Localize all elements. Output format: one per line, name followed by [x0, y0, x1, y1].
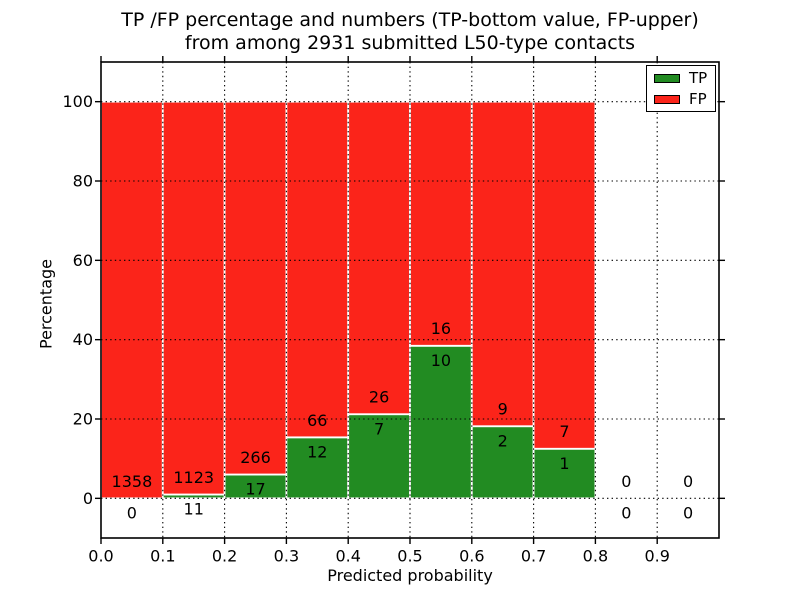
- fp-bar-segment: [161, 100, 226, 496]
- fp-bar-segment: [409, 100, 473, 347]
- x-axis-label: Predicted probability: [327, 566, 493, 585]
- legend-item-tp: TP: [647, 69, 715, 87]
- x-tick-label: 0.4: [335, 547, 360, 566]
- y-tick-label: 0: [83, 489, 93, 508]
- legend-label-tp: TP: [689, 69, 708, 87]
- legend-item-fp: FP: [647, 90, 715, 108]
- x-tick-label: 0.2: [212, 547, 237, 566]
- tp-count-label: 7: [374, 419, 384, 438]
- tp-count-label: 10: [431, 351, 451, 370]
- fp-count-label: 7: [559, 422, 569, 441]
- chart-title-line2: from among 2931 submitted L50-type conta…: [184, 32, 636, 54]
- fp-count-label: 66: [307, 411, 327, 430]
- fp-count-label: 0: [683, 472, 693, 491]
- y-tick-label: 100: [62, 92, 93, 111]
- x-tick-label: 0.1: [150, 547, 175, 566]
- tp-count-label: 12: [307, 443, 327, 462]
- fp-count-label: 9: [498, 400, 508, 419]
- x-tick-label: 0.3: [274, 547, 299, 566]
- tp-count-label: 1: [559, 454, 569, 473]
- fp-color-swatch: [654, 94, 680, 104]
- fp-bar-segment: [347, 100, 411, 416]
- fp-count-label: 1123: [173, 468, 214, 487]
- tp-count-label: 0: [683, 504, 693, 523]
- fp-bar-segment: [532, 100, 597, 450]
- y-tick-label: 60: [73, 251, 93, 270]
- chart-title-line1: TP /FP percentage and numbers (TP-bottom…: [121, 9, 699, 31]
- x-tick-label: 0.6: [459, 547, 484, 566]
- y-tick-label: 20: [73, 410, 93, 429]
- x-tick-label: 0.0: [88, 547, 113, 566]
- tp-count-label: 0: [127, 504, 137, 523]
- tp-count-label: 0: [621, 504, 631, 523]
- x-tick-label: 0.7: [521, 547, 546, 566]
- fp-bar-segment: [285, 100, 350, 439]
- tp-color-swatch: [654, 73, 680, 83]
- tp-count-label: 11: [184, 500, 204, 519]
- y-axis-label: Percentage: [36, 258, 56, 350]
- fp-bar-segment: [100, 100, 164, 500]
- y-tick-label: 80: [73, 172, 93, 191]
- y-tick-label: 40: [73, 330, 93, 349]
- chart-title: TP /FP percentage and numbers (TP-bottom…: [101, 9, 719, 55]
- x-tick-label: 0.9: [644, 547, 669, 566]
- fp-bar-segment: [470, 100, 535, 428]
- x-tick-label: 0.8: [583, 547, 608, 566]
- fp-count-label: 16: [431, 319, 451, 338]
- legend: TP FP: [646, 65, 716, 112]
- tp-count-label: 17: [245, 480, 265, 499]
- fp-count-label: 26: [369, 388, 389, 407]
- fp-count-label: 266: [240, 448, 271, 467]
- fp-count-label: 0: [621, 472, 631, 491]
- fp-count-label: 1358: [112, 472, 153, 491]
- tp-count-label: 2: [498, 431, 508, 450]
- legend-label-fp: FP: [689, 90, 707, 108]
- x-tick-label: 0.5: [397, 547, 422, 566]
